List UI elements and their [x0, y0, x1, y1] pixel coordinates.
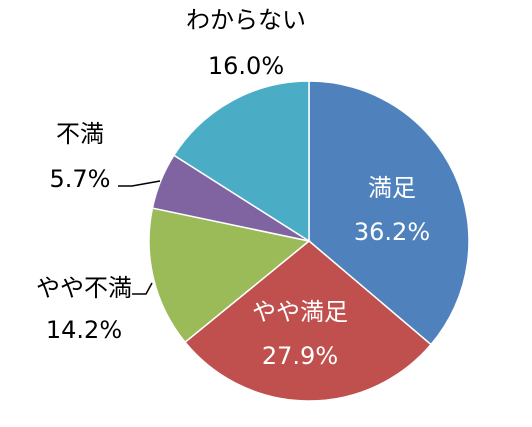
slice-value-manzoku: 36.2% — [354, 218, 430, 246]
slice-value-yaya-manzoku: 27.9% — [262, 342, 338, 370]
pie-slice-yaya-fuman — [148, 207, 311, 344]
pie-slice-wakaranai — [172, 80, 310, 243]
pie-slices — [148, 80, 470, 402]
slice-label-manzoku: 満足 — [368, 174, 416, 202]
leader-line-yaya-fuman — [132, 282, 153, 295]
slice-label-fuman: 不満 — [56, 120, 104, 148]
slice-label-yaya-fuman: やや不満 — [36, 274, 132, 302]
slice-value-wakaranai: 16.0% — [208, 52, 284, 80]
slice-labels: 満足 36.2% やや満足 27.9% やや不満 14.2% 不満 5.7% わ… — [36, 6, 430, 370]
leader-lines — [118, 180, 161, 295]
pie-slice-yaya-manzoku — [184, 240, 433, 402]
leader-line-fuman — [118, 180, 161, 187]
slice-value-fuman: 5.7% — [50, 165, 111, 193]
pie-slice-manzoku — [308, 80, 470, 346]
slice-label-yaya-manzoku: やや満足 — [252, 298, 348, 326]
slice-value-yaya-fuman: 14.2% — [46, 316, 122, 344]
slice-label-wakaranai: わからない — [186, 6, 306, 34]
